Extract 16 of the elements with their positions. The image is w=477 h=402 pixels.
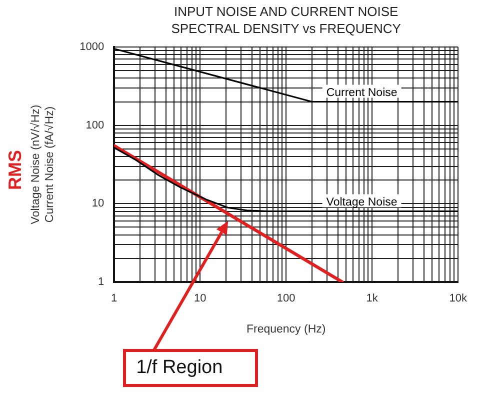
- x-tick-label: 10k: [449, 292, 468, 305]
- x-tick-label: 10: [194, 292, 206, 305]
- series-label: Current Noise: [326, 86, 398, 99]
- y-tick-label: 10: [92, 198, 104, 210]
- text: 1/f Region: [136, 357, 223, 378]
- x-axis-title: Frequency (Hz): [246, 323, 326, 336]
- y-axis-title: Voltage Noise (nV/√Hz) Current Noise (fA/√Hz): [29, 104, 56, 224]
- text: RMS: [5, 150, 25, 190]
- y-tick-label: 1000: [80, 41, 104, 54]
- x-tick-label: 1k: [366, 292, 378, 305]
- x-tick-label: 100: [276, 292, 296, 305]
- y-tick-label: 1: [98, 276, 104, 288]
- y-tick-label: 100: [86, 119, 104, 132]
- series-label: Voltage Noise: [326, 196, 398, 208]
- chart-title: INPUT NOISE AND CURRENT NOISE SPECTRAL DENSITY vs FREQUENCY: [170, 3, 402, 37]
- x-tick-label: 1: [111, 292, 118, 305]
